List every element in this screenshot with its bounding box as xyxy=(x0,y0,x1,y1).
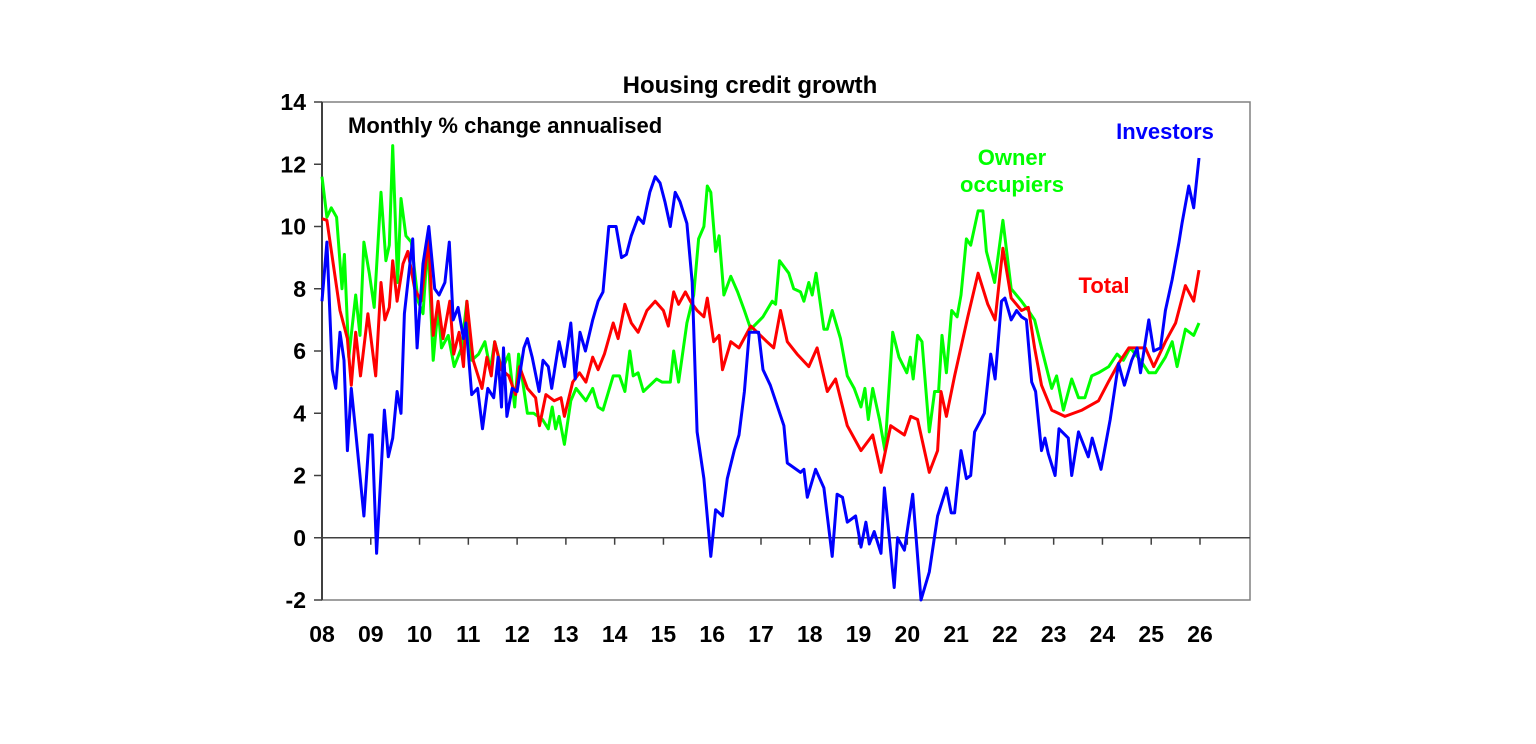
x-tick-label: 11 xyxy=(456,621,481,647)
x-tick-label: 20 xyxy=(895,621,921,647)
y-tick-label: 4 xyxy=(293,400,306,426)
y-tick-label: 8 xyxy=(293,276,306,302)
series-label-owner-occupiers: occupiers xyxy=(960,172,1064,197)
series-label-owner-occupiers: Owner xyxy=(978,145,1047,170)
x-tick-label: 25 xyxy=(1138,621,1164,647)
series-line-total xyxy=(321,217,1201,474)
x-tick-label: 13 xyxy=(553,621,579,647)
chart-annotation: Monthly % change annualised xyxy=(348,113,662,138)
series-label-investors: Investors xyxy=(1116,119,1214,144)
x-tick-label: 23 xyxy=(1041,621,1067,647)
chart-title: Housing credit growth xyxy=(623,72,878,99)
x-tick-label: 14 xyxy=(602,621,628,647)
series-lines xyxy=(320,144,1201,602)
y-tick-label: 0 xyxy=(293,525,306,551)
y-tick-label: 2 xyxy=(293,463,306,489)
y-tick-label: 12 xyxy=(280,151,306,177)
x-tick-label: 24 xyxy=(1090,621,1116,647)
x-tick-label: 15 xyxy=(651,621,677,647)
x-tick-label: 19 xyxy=(846,621,872,647)
series-line-owner-occupiers xyxy=(320,144,1201,453)
x-tick-label: 12 xyxy=(504,621,530,647)
x-tick-label: 17 xyxy=(748,621,774,647)
x-tick-label: 21 xyxy=(943,621,969,647)
x-tick-label: 18 xyxy=(797,621,823,647)
x-tick-label: 16 xyxy=(699,621,725,647)
series-line-investors xyxy=(320,157,1201,602)
x-tick-label: 08 xyxy=(309,621,335,647)
x-tick-label: 09 xyxy=(358,621,384,647)
y-tick-label: 14 xyxy=(280,89,306,115)
x-axis-ticks: 08 09 10 11 12 13 14 15 16 17 18 19 20 21 22 23 24 25 26 xyxy=(309,537,1213,647)
y-tick-label: -2 xyxy=(286,587,306,613)
series-label-total: Total xyxy=(1079,273,1130,298)
y-axis-ticks: -2 0 2 4 6 8 10 12 14 xyxy=(280,89,1250,613)
y-tick-label: 6 xyxy=(293,338,306,364)
x-tick-label: 22 xyxy=(992,621,1018,647)
y-tick-label: 10 xyxy=(280,214,306,240)
x-tick-label: 26 xyxy=(1187,621,1213,647)
x-tick-label: 10 xyxy=(407,621,433,647)
